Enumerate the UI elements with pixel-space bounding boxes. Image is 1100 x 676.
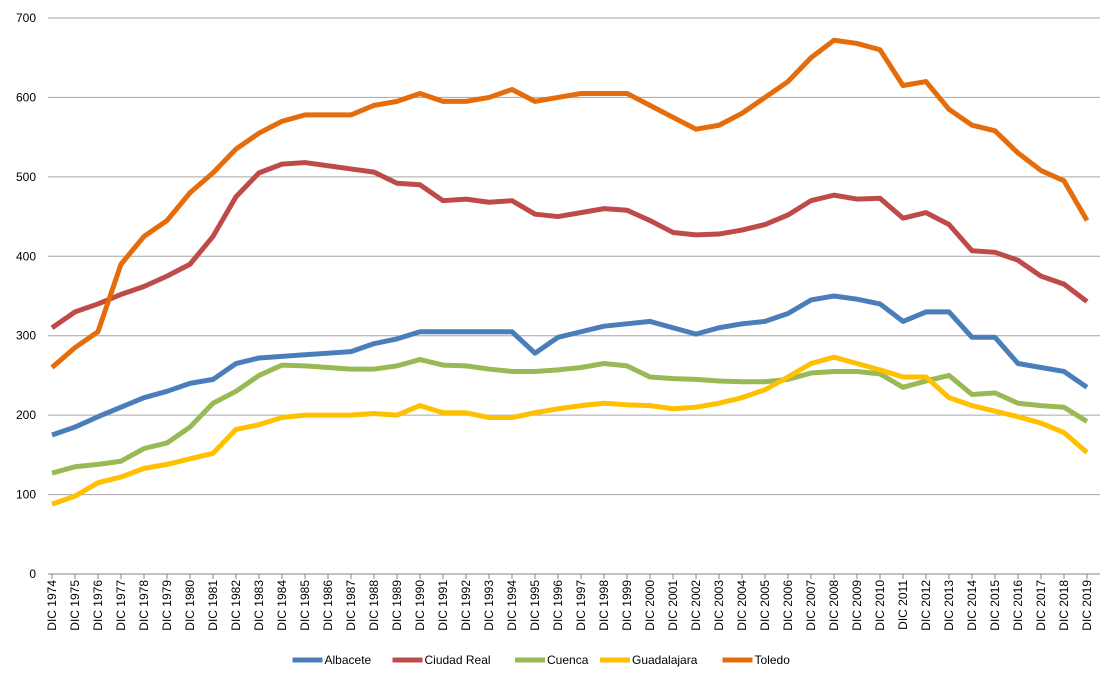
- x-tick-label: DIC 2011: [896, 580, 910, 630]
- x-tick-label: DIC 1986: [321, 580, 335, 631]
- y-tick-label: 400: [16, 249, 36, 263]
- x-tick-label: DIC 1977: [114, 580, 128, 631]
- series-line: [51, 354, 1089, 507]
- y-tick-label: 100: [16, 488, 36, 502]
- x-tick-label: DIC 1985: [298, 580, 312, 631]
- x-tick-label: DIC 2008: [827, 580, 841, 631]
- y-tick-label: 200: [16, 408, 36, 422]
- legend-label: Ciudad Real: [425, 653, 491, 667]
- x-tick-label: DIC 2004: [735, 580, 749, 631]
- x-tick-label: DIC 2006: [781, 580, 795, 631]
- y-tick-label: 500: [16, 170, 36, 184]
- x-tick-label: DIC 1974: [45, 580, 59, 631]
- x-tick-label: DIC 1978: [137, 580, 151, 631]
- x-tick-label: DIC 1995: [528, 580, 542, 631]
- y-tick-label: 600: [16, 90, 36, 104]
- x-tick-label: DIC 2017: [1034, 580, 1048, 631]
- x-tick-label: DIC 2019: [1080, 580, 1094, 631]
- x-tick-label: DIC 2010: [873, 580, 887, 631]
- x-tick-label: DIC 2015: [988, 580, 1002, 631]
- x-tick-label: DIC 2000: [643, 580, 657, 631]
- x-tick-label: DIC 2007: [804, 580, 818, 631]
- x-tick-label: DIC 2002: [689, 580, 703, 631]
- x-tick-label: DIC 2012: [919, 580, 933, 631]
- x-tick-label: DIC 1979: [160, 580, 174, 631]
- y-tick-label: 700: [16, 11, 36, 25]
- series-line: [51, 293, 1089, 438]
- x-tick-label: DIC 1982: [229, 580, 243, 631]
- x-tick-label: DIC 2018: [1057, 580, 1071, 631]
- x-tick-label: DIC 1987: [344, 580, 358, 631]
- x-tick-label: DIC 1991: [436, 580, 450, 631]
- legend-label: Cuenca: [547, 653, 589, 667]
- x-tick-label: DIC 1999: [620, 580, 634, 631]
- x-tick-label: DIC 1989: [390, 580, 404, 631]
- x-tick-label: DIC 1994: [505, 580, 519, 631]
- series-line: [50, 160, 1089, 330]
- x-tick-label: DIC 1997: [574, 580, 588, 631]
- x-tick-label: DIC 2014: [965, 580, 979, 631]
- series-line: [50, 37, 1090, 370]
- y-tick-label: 0: [29, 567, 36, 581]
- x-tick-label: DIC 2001: [666, 580, 680, 631]
- x-tick-label: DIC 2003: [712, 580, 726, 631]
- x-tick-label: DIC 1984: [275, 580, 289, 631]
- x-tick-label: DIC 1992: [459, 580, 473, 631]
- x-tick-label: DIC 2009: [850, 580, 864, 631]
- x-tick-label: DIC 1990: [413, 580, 427, 631]
- x-tick-label: DIC 1975: [68, 580, 82, 631]
- x-tick-label: DIC 2005: [758, 580, 772, 631]
- series-line: [51, 357, 1089, 476]
- legend-label: Toledo: [755, 653, 791, 667]
- x-tick-label: DIC 1996: [551, 580, 565, 631]
- x-tick-label: DIC 1998: [597, 580, 611, 631]
- x-tick-label: DIC 1980: [183, 580, 197, 631]
- x-tick-label: DIC 1988: [367, 580, 381, 631]
- legend-label: Albacete: [325, 653, 372, 667]
- x-tick-label: DIC 1993: [482, 580, 496, 631]
- x-tick-label: DIC 1976: [91, 580, 105, 631]
- x-tick-label: DIC 1983: [252, 580, 266, 631]
- y-tick-label: 300: [16, 329, 36, 343]
- x-tick-label: DIC 1981: [206, 580, 220, 631]
- x-tick-label: DIC 2016: [1011, 580, 1025, 631]
- legend-label: Guadalajara: [632, 653, 698, 667]
- x-tick-label: DIC 2013: [942, 580, 956, 631]
